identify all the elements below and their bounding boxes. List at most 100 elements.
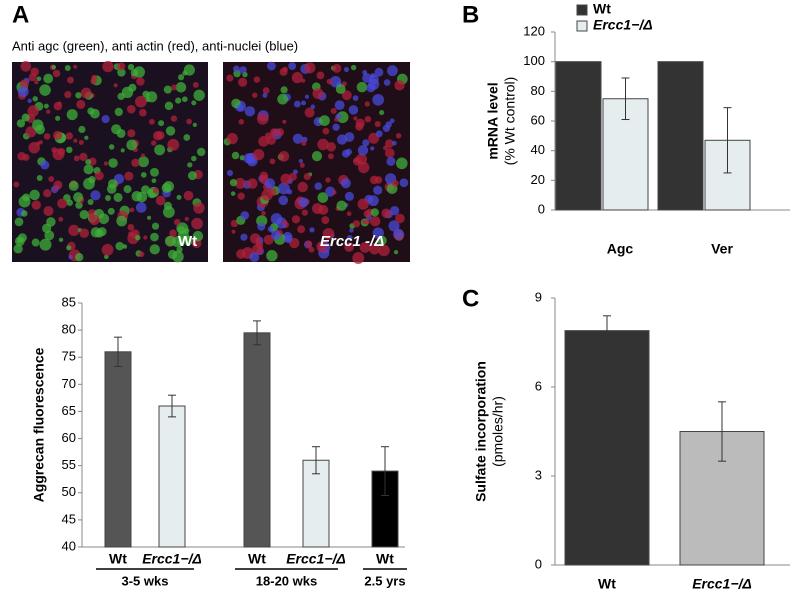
panel-label: B <box>462 1 479 28</box>
cell <box>80 87 92 99</box>
cell <box>253 76 261 83</box>
cell <box>36 76 42 82</box>
cell <box>321 216 330 225</box>
cell <box>87 107 95 115</box>
cell <box>127 129 136 138</box>
cell <box>374 67 384 77</box>
cell <box>85 158 92 165</box>
cell <box>256 112 269 125</box>
cell <box>240 211 250 220</box>
cell <box>127 63 135 71</box>
cell <box>370 208 379 217</box>
cell <box>348 105 359 115</box>
cell <box>129 207 135 213</box>
cell <box>140 171 147 178</box>
cell <box>154 144 166 156</box>
x-tick-label: Ercc1−/Δ <box>286 551 346 567</box>
group-label: 2.5 yrs <box>364 573 405 588</box>
cell <box>381 208 392 219</box>
cell <box>355 118 365 128</box>
cell <box>278 150 290 162</box>
cell <box>301 209 308 216</box>
cell <box>334 100 345 111</box>
cell <box>114 107 123 117</box>
cell <box>305 240 313 248</box>
cell <box>297 225 306 234</box>
cell <box>142 90 150 98</box>
panel-label: C <box>462 285 479 312</box>
cell <box>106 184 117 194</box>
cell <box>261 210 266 216</box>
cell <box>163 181 175 192</box>
y-tick-label: 70 <box>62 376 76 391</box>
cell <box>122 244 128 249</box>
cell <box>191 100 197 106</box>
cell <box>332 190 337 195</box>
cell <box>332 123 340 131</box>
cell <box>108 144 115 150</box>
image-label: Ercc1 -/Δ <box>320 233 384 250</box>
cell <box>325 177 331 183</box>
cell <box>345 148 352 156</box>
cell <box>167 249 178 259</box>
cell <box>229 179 238 187</box>
cell <box>68 254 73 260</box>
cell <box>284 234 293 244</box>
cell <box>353 116 358 121</box>
cell <box>298 197 309 208</box>
cell <box>167 138 180 151</box>
cell <box>126 104 136 114</box>
cell <box>177 74 185 81</box>
cell <box>66 146 73 154</box>
y-tick-label: 3 <box>535 467 542 482</box>
cell <box>17 86 29 98</box>
cell <box>344 242 354 252</box>
cell <box>31 238 40 247</box>
cell <box>316 71 325 80</box>
cell <box>55 115 61 121</box>
cell <box>352 95 359 101</box>
cell <box>64 90 72 99</box>
cell <box>51 65 56 70</box>
cell <box>76 99 86 109</box>
cell <box>352 252 365 264</box>
cell <box>148 118 155 125</box>
y-tick-label: 55 <box>62 457 76 472</box>
cell <box>357 145 369 156</box>
cell <box>113 192 123 202</box>
cell <box>325 186 336 197</box>
cell <box>344 132 355 142</box>
cell <box>304 94 310 99</box>
cell <box>267 61 276 71</box>
cell <box>19 79 29 89</box>
cell <box>282 66 288 73</box>
cell <box>343 67 349 73</box>
cell <box>226 74 234 82</box>
cell <box>335 84 346 94</box>
cell <box>36 175 43 181</box>
cell <box>231 229 236 234</box>
cell <box>386 65 398 77</box>
cell <box>192 230 204 242</box>
micrographs <box>12 60 410 264</box>
cell <box>35 124 45 135</box>
cell <box>128 83 137 92</box>
cell <box>44 230 55 241</box>
cell <box>356 81 368 93</box>
cell <box>357 161 370 174</box>
cell <box>389 205 400 216</box>
cell <box>237 104 244 111</box>
cell <box>58 237 64 243</box>
cell <box>291 215 301 224</box>
cell <box>370 146 375 151</box>
y-tick-label: 0 <box>538 201 545 216</box>
cell <box>258 136 269 147</box>
cell <box>66 199 73 207</box>
cell <box>244 106 256 117</box>
y-tick-label: 0 <box>535 556 542 571</box>
cell <box>14 217 24 227</box>
cell <box>186 118 192 125</box>
cell <box>192 122 197 127</box>
cell <box>362 73 372 83</box>
cell <box>252 92 258 98</box>
